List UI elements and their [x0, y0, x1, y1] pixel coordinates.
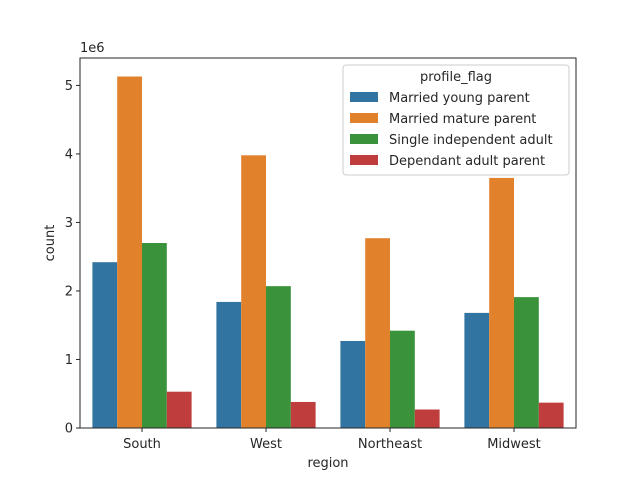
bar-married-mature-parent-northeast	[365, 238, 390, 428]
legend-entries: Married young parent Married mature paren…	[350, 91, 553, 169]
legend-swatch-married-young-parent	[350, 92, 378, 102]
bar-dependant-adult-parent-midwest	[538, 402, 564, 428]
y-tick-label: 4	[65, 147, 73, 162]
legend-label-dependant-adult-parent: Dependant adult parent	[389, 154, 545, 169]
bar-dependant-adult-parent-west	[290, 401, 316, 428]
bar-married-mature-parent-south	[117, 76, 142, 428]
bar-single-independent-adult-northeast	[390, 330, 415, 428]
y-tick-label: 0	[65, 422, 73, 437]
y-tick-label: 2	[65, 284, 73, 299]
y-tick-label: 1	[65, 353, 73, 368]
bar-married-young-parent-midwest	[464, 312, 490, 428]
legend-swatch-married-mature-parent	[350, 113, 378, 123]
legend-swatch-single-independent-adult	[350, 134, 378, 144]
legend-box	[342, 64, 570, 176]
bar-married-young-parent-northeast	[340, 340, 366, 428]
x-tick-label-northeast: Northeast	[358, 437, 422, 452]
bar-single-independent-adult-south	[142, 243, 167, 428]
bar-dependant-adult-parent-south	[166, 391, 192, 428]
bar-dependant-adult-parent-northeast	[414, 409, 440, 428]
bar-married-young-parent-west	[216, 301, 242, 428]
y-offset-label: 1e6	[80, 41, 105, 56]
x-tick-label-midwest: Midwest	[487, 437, 541, 452]
bar-married-mature-parent-west	[241, 155, 266, 428]
bars-group	[92, 76, 564, 428]
legend-label-married-mature-parent: Married mature parent	[389, 112, 536, 127]
x-axis-label: region	[307, 456, 348, 471]
y-tick-label: 5	[65, 79, 73, 94]
bar-single-independent-adult-midwest	[514, 297, 539, 428]
bar-single-independent-adult-west	[266, 286, 291, 428]
bar-married-mature-parent-midwest	[489, 177, 514, 428]
legend-label-single-independent-adult: Single independent adult	[389, 133, 553, 148]
plot-frame	[79, 57, 577, 429]
legend-swatch-dependant-adult-parent	[350, 155, 378, 165]
x-tick-label-west: West	[250, 437, 282, 452]
y-axis-label: count	[43, 225, 58, 262]
y-axis: 0 1 2 3 4 5	[65, 79, 80, 437]
legend-title: profile_flag	[420, 70, 492, 85]
y-tick-label: 3	[65, 216, 73, 231]
legend-label-married-young-parent: Married young parent	[389, 91, 530, 106]
x-tick-label-south: South	[123, 437, 161, 452]
bar-married-young-parent-south	[92, 262, 118, 428]
x-axis: South West Northeast Midwest	[123, 428, 541, 452]
legend: profile_flag Married young parentMarried…	[342, 64, 570, 176]
